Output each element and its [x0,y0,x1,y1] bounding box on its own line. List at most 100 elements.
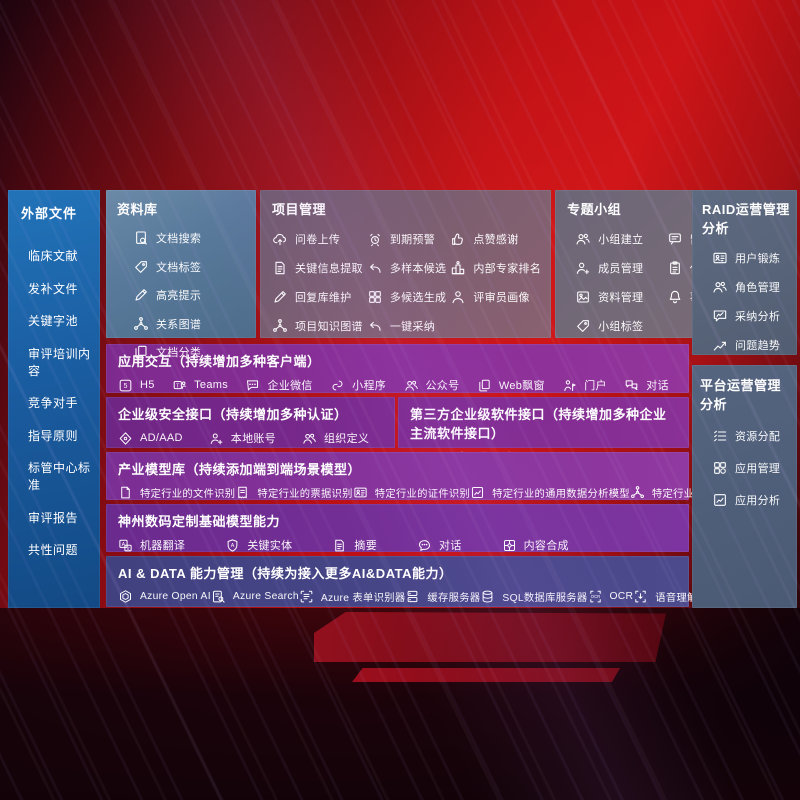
feature-label: SQL数据库服务器 [502,593,588,604]
feature-item: Teams [172,378,228,393]
feature-label: 成员管理 [598,263,644,275]
users-icon [404,378,419,393]
band-title: 产业模型库（持续添加端到端场景模型） [118,462,362,477]
feature-item: 应用分析 [712,492,791,508]
feature-label: 高亮提示 [156,290,202,302]
feature-label: 一键采纳 [389,321,436,333]
feature-label: 角色管理 [735,282,781,294]
band-thirdparty-interface: 第三方企业级软件接口（持续增加多种企业主流软件接口） API自动化设计器 [398,397,689,464]
bbs-icon [667,231,683,247]
feature-item: SQL数据库服务器 [480,589,587,604]
feature-label: 小组标签 [598,321,644,333]
repository-items: 文档搜索 文档标签 高亮提示 关系图谱 文档分类 [133,230,248,360]
feature-label: 本地账号 [230,433,276,445]
h5-icon [118,378,133,393]
feature-item: 语音理解 [633,589,697,604]
docs-icon [133,344,149,360]
sqldb-icon [480,589,495,604]
sidebar-item-label: 标管中心标准 [28,461,91,492]
feature-item: 内部专家排名 [450,260,541,276]
band-app-interaction: 应用交互（持续增加多种客户端） H5 Teams 企业微信 小程序 公众号 Web飘窗 门户… [106,344,689,393]
project-items: 问卷上传 到期预警 点赞感谢 关键信息提取 多样本候选 内部专家排名 回复库维护 多候选生成 评… [272,231,541,334]
band-title: 第三方企业级软件接口（持续增加多种企业主流软件接口） [410,407,667,441]
feature-label: 回复库维护 [295,292,352,304]
puzzle-icon [502,538,517,553]
grid-icon [367,289,383,305]
feature-label: 内容合成 [523,540,569,552]
pencil-icon [272,289,288,305]
docs-icon [477,378,492,393]
feature-item: AD/AAD [118,431,183,446]
network-icon [133,316,149,332]
feature-item: 机器翻译 [118,537,185,553]
feature-item: 评审员画像 [450,289,541,305]
sidebar-item-label: 审评报告 [28,510,79,525]
users-icon [302,431,317,446]
feature-label: 企业微信 [267,380,313,392]
feature-label: 内部专家排名 [473,263,542,275]
feature-item: 企业微信 [245,377,312,393]
feature-label: 资料管理 [598,292,644,304]
feature-label: 多样本候选 [389,263,447,275]
feature-item: 本地账号 [209,430,276,446]
users-icon [712,279,728,295]
cloudup-icon [272,231,288,247]
feature-item: Azure Search [211,589,299,604]
feature-label: 特定行业的通用数据分析模型 [492,489,630,500]
sidebar-item: 发补文件 [28,280,100,297]
feature-label: 点赞感谢 [473,234,519,246]
reply-icon [367,318,383,334]
security-items: AD/AAD 本地账号 组织定义 [118,430,383,446]
userplus-icon [575,260,591,276]
box-title: 资料库 [117,202,158,217]
shielda-icon [225,538,240,553]
feature-item: 回复库维护 [272,289,363,305]
feature-label: 文档标签 [156,261,202,274]
feature-label: 机器翻译 [140,540,186,552]
feature-label: AD/AAD [140,432,183,444]
feature-label: 文档搜索 [156,233,202,245]
sidebar-item-label: 共性问题 [28,543,79,557]
feature-label: 特定行业的票据识别 [257,489,353,500]
feature-label: 特定行业的证件识别 [374,489,471,500]
feature-item: 应用管理 [712,460,791,476]
idcard-icon [712,250,728,266]
feature-label: 小程序 [352,380,387,392]
tag-icon [575,318,591,334]
feature-label: Web飘窗 [498,380,545,392]
feature-label: 文档分类 [156,347,202,359]
teams-icon [172,378,187,393]
tag-icon [133,259,149,275]
band-title: 应用交互（持续增加多种客户端） [118,354,321,369]
aidata-items: Azure Open AI Azure Search Azure 表单识别器 缓存服务… [118,589,740,604]
slide-panel: 外部文件 临床文献 发补文件 关键字池 审评培训内容 竞争对手 指导原则 标管中心标准 审评报… [8,190,797,608]
feature-label: 关键信息提取 [295,263,363,275]
list-icon [712,428,728,444]
feature-label: 特定行业的文件识别 [140,489,236,500]
feature-label: 门户 [584,380,607,392]
band-dc-base-models: 神州数码定制基础模型能力 机器翻译 关键实体 摘要 对话 内容合成 [106,504,689,552]
azform-icon [299,589,314,604]
feature-label: 项目知识图谱 [295,321,363,333]
box-raid-analysis: RAID运营管理分析 用户锻炼 角色管理 采纳分析 问题趋势 [692,190,797,355]
box-project-management: 项目管理 问卷上传 到期预警 点赞感谢 关键信息提取 多样本候选 内部专家排名 回复库维护 多… [260,190,552,338]
feature-label: 问卷上传 [295,234,341,246]
chat-icon [245,378,260,393]
trend-icon [712,337,728,353]
main-column: 资料库 文档搜索 文档标签 高亮提示 关系图谱 文档分类 项目管理 问卷上传 到期预警 点赞… [106,190,789,608]
feature-label: H5 [140,379,155,391]
feature-label: Azure 表单识别器 [320,593,406,604]
band-title: 神州数码定制基础模型能力 [118,514,281,529]
feature-item: 问题趋势 [712,337,791,353]
sidebar-item-label: 发补文件 [28,281,79,296]
feature-item: OCR [588,589,634,604]
feature-item: H5 [118,378,155,393]
feature-item: 特定行业的票据识别 [235,485,352,500]
clipboard-icon [667,260,683,276]
sidebar-item-label: 临床文献 [28,249,79,263]
feature-item: 小组建立 [575,231,667,247]
dcmodels-items: 机器翻译 关键实体 摘要 对话 内容合成 [118,537,677,553]
feature-item: 资料管理 [575,289,667,305]
docline-icon [272,260,288,276]
feature-item: 到期预警 [367,231,447,247]
